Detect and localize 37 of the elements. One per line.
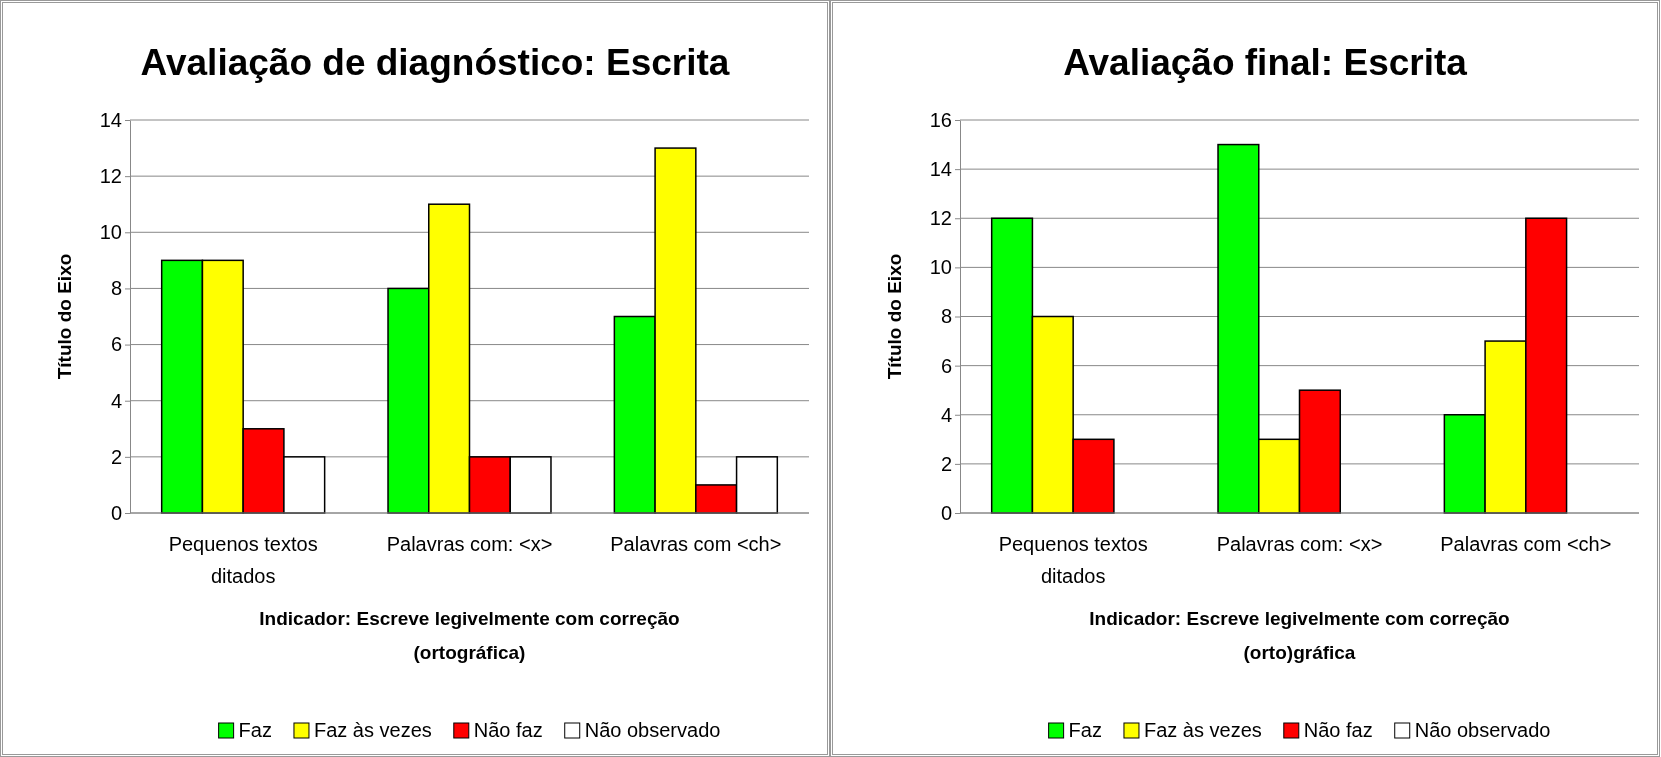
- y-tick-label: 6: [940, 354, 952, 377]
- x-tick-label: Pequenos textos ditados: [998, 533, 1148, 587]
- chart-title: Avaliação final: Escrita: [1063, 42, 1468, 83]
- y-tick-label: 14: [929, 158, 952, 181]
- x-tick-label: Pequenos textos ditados: [168, 533, 318, 587]
- y-tick-label: 10: [929, 256, 952, 279]
- y-axis-title: Título do Eixo: [54, 253, 75, 380]
- y-tick-label: 16: [929, 108, 952, 131]
- y-axis-title: Título do Eixo: [884, 253, 905, 380]
- legend-label: Não observado: [1414, 719, 1551, 741]
- y-tick-label: 4: [110, 389, 122, 412]
- legend-label: Não observado: [584, 719, 721, 741]
- legend-label: Não faz: [1303, 719, 1373, 741]
- y-tick-label: 2: [940, 452, 952, 475]
- x-tick-label: Palavras com <ch>: [610, 533, 782, 555]
- legend-label: Faz às vezes: [1143, 719, 1262, 741]
- x-tick-label: Palavras com: <x>: [1216, 533, 1383, 555]
- y-tick-label: 14: [99, 108, 122, 131]
- x-axis-title: Indicador: Escreve legivelmente com correção (ortográfica): [259, 608, 680, 663]
- x-tick-label: Palavras com <ch>: [1440, 533, 1612, 555]
- legend-label: Faz: [1068, 719, 1102, 741]
- x-tick-label: Palavras com: <x>: [386, 533, 553, 555]
- legend-label: Faz: [238, 719, 272, 741]
- y-tick-label: 12: [929, 207, 952, 230]
- y-tick-label: 6: [110, 333, 122, 356]
- y-tick-label: 12: [99, 165, 122, 188]
- y-tick-label: 10: [99, 221, 122, 244]
- y-tick-label: 0: [940, 501, 952, 524]
- y-tick-label: 0: [110, 501, 122, 524]
- chart-title: Avaliação de diagnóstico: Escrita: [140, 42, 730, 83]
- legend-label: Faz às vezes: [313, 719, 432, 741]
- y-tick-label: 8: [110, 277, 122, 300]
- y-tick-label: 4: [940, 403, 952, 426]
- legend-label: Não faz: [473, 719, 543, 741]
- y-tick-label: 8: [940, 305, 952, 328]
- y-tick-label: 2: [110, 445, 122, 468]
- x-axis-title: Indicador: Escreve legivelmente com correção (orto)gráfica: [1089, 608, 1510, 663]
